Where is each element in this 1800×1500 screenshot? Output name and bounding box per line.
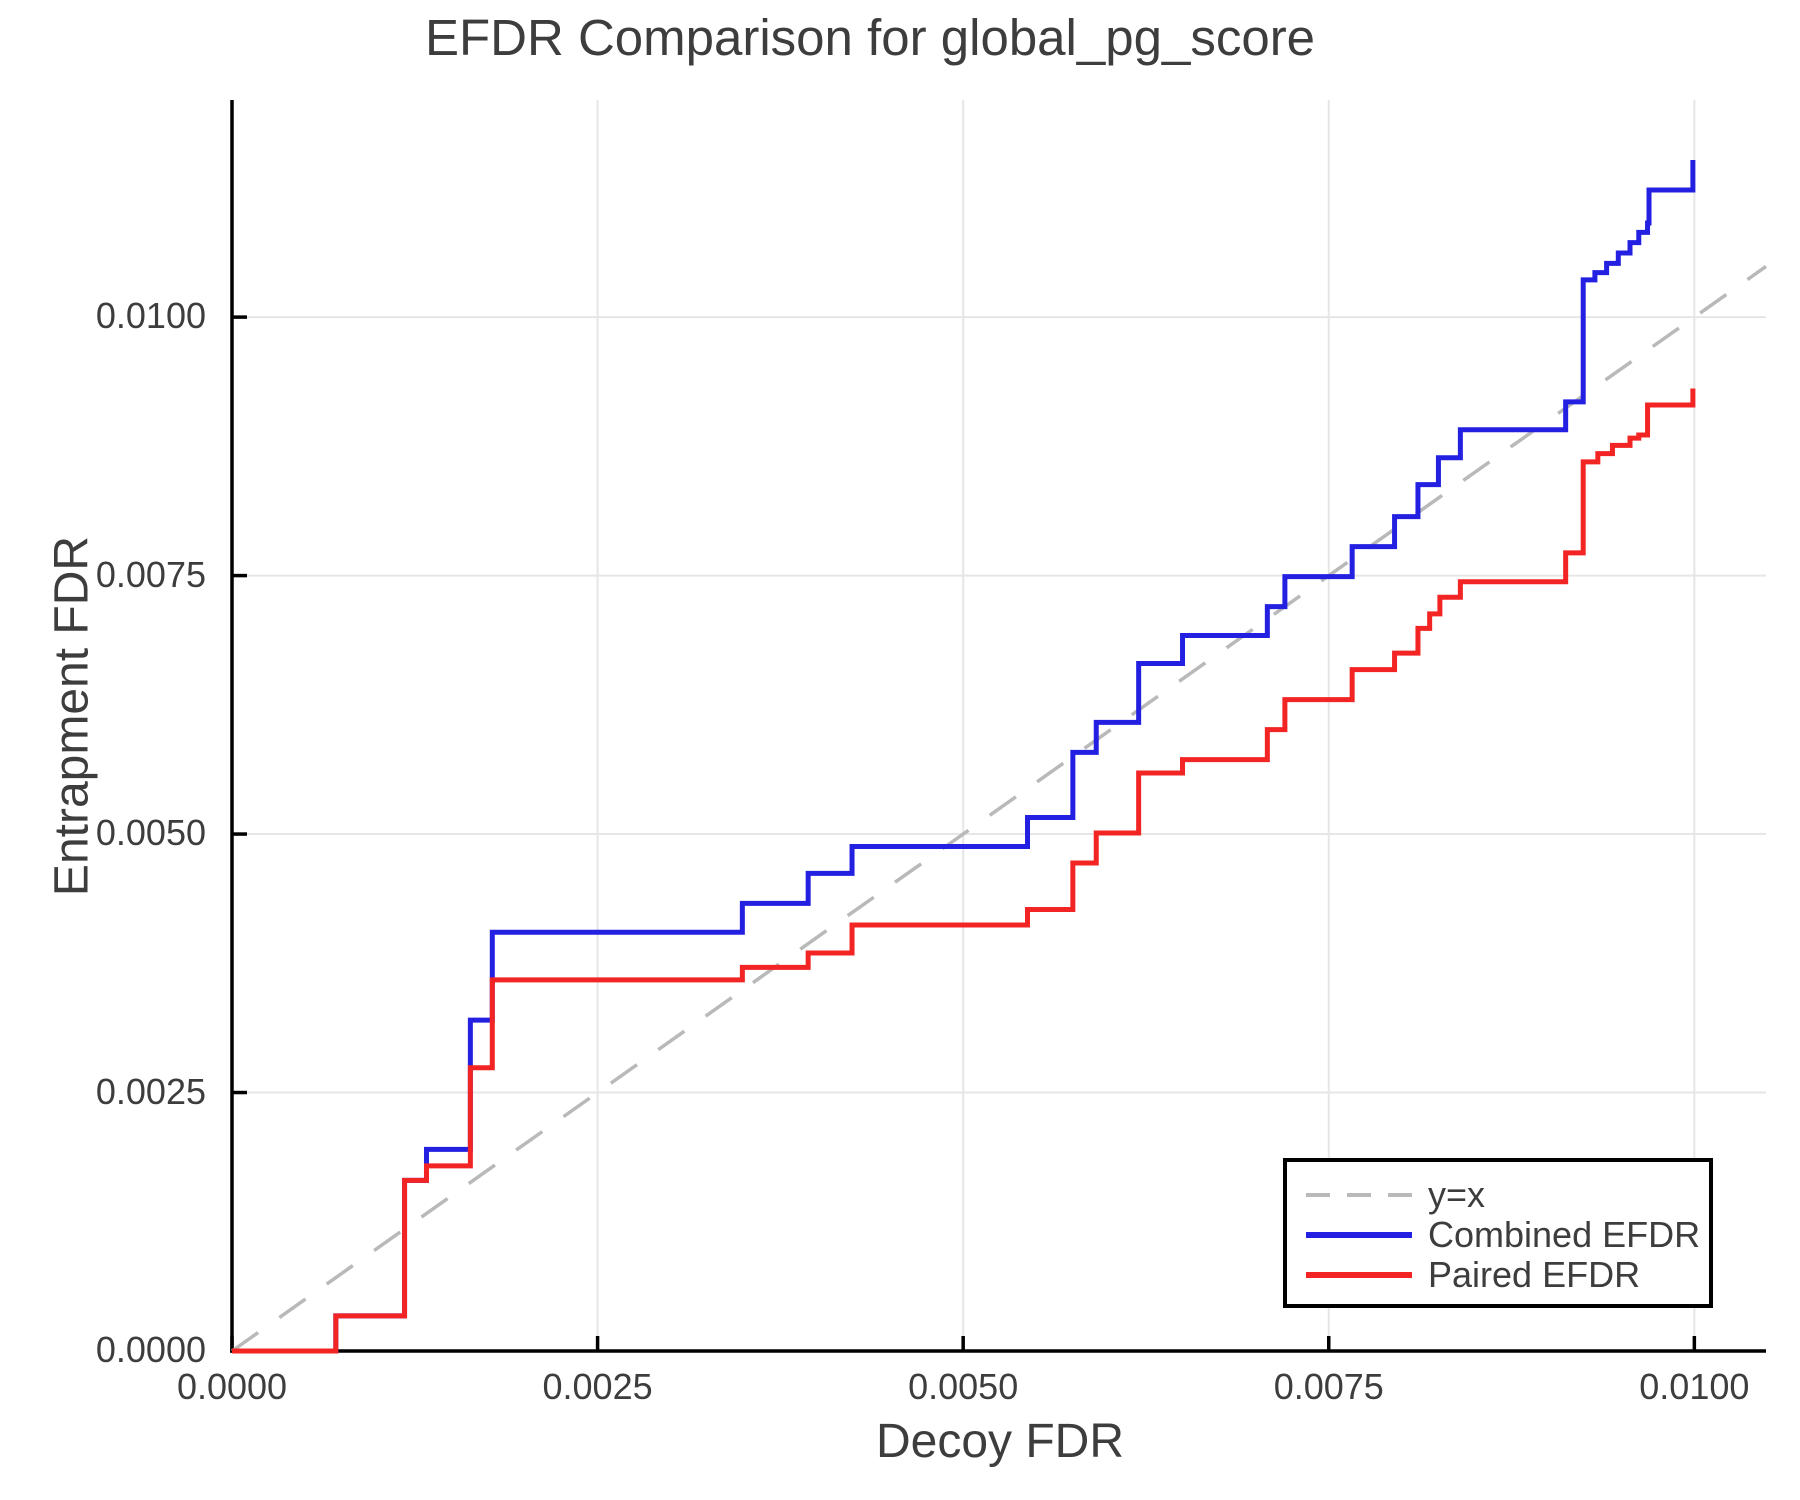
combined-efdr-line [232,159,1696,1354]
x-tick-label: 0.0025 [542,1366,653,1407]
y-tick-label: 0.0050 [95,812,206,854]
combined-efdr-legend-swatch [1306,1232,1412,1238]
legend-row-combined-efdr: Combined EFDR [1287,1215,1709,1255]
x-tick-label: 0.0000 [176,1366,288,1407]
chart-title: EFDR Comparison for global_pg_score [424,9,1316,66]
x-tick-label: 0.0075 [1273,1366,1384,1407]
x-tick-label: 0.0100 [1639,1366,1750,1407]
paired-efdr-line [232,388,1696,1354]
legend-label-combined-efdr: Combined EFDR [1428,1214,1701,1255]
y-tick-label: 0.0025 [95,1070,206,1112]
legend-label-y-equals-x: y=x [1428,1174,1486,1215]
legend-row-paired-efdr: Paired EFDR [1287,1255,1709,1295]
legend-label-paired-efdr: Paired EFDR [1428,1254,1641,1295]
y-equals-x-legend-swatch [1306,1193,1412,1197]
y-tick-label: 0.0000 [95,1329,206,1370]
x-tick-label: 0.0050 [908,1366,1019,1407]
paired-efdr-legend-swatch [1306,1272,1412,1278]
y-tick-label: 0.0075 [95,553,206,595]
legend-row-y-equals-x: y=x [1287,1175,1709,1215]
legend: y=x Combined EFDR Paired EFDR [1283,1158,1713,1308]
y-tick-label: 0.0100 [95,295,206,337]
x-axis-title: Decoy FDR [875,1415,1125,1468]
y-x-line [230,265,1768,1353]
